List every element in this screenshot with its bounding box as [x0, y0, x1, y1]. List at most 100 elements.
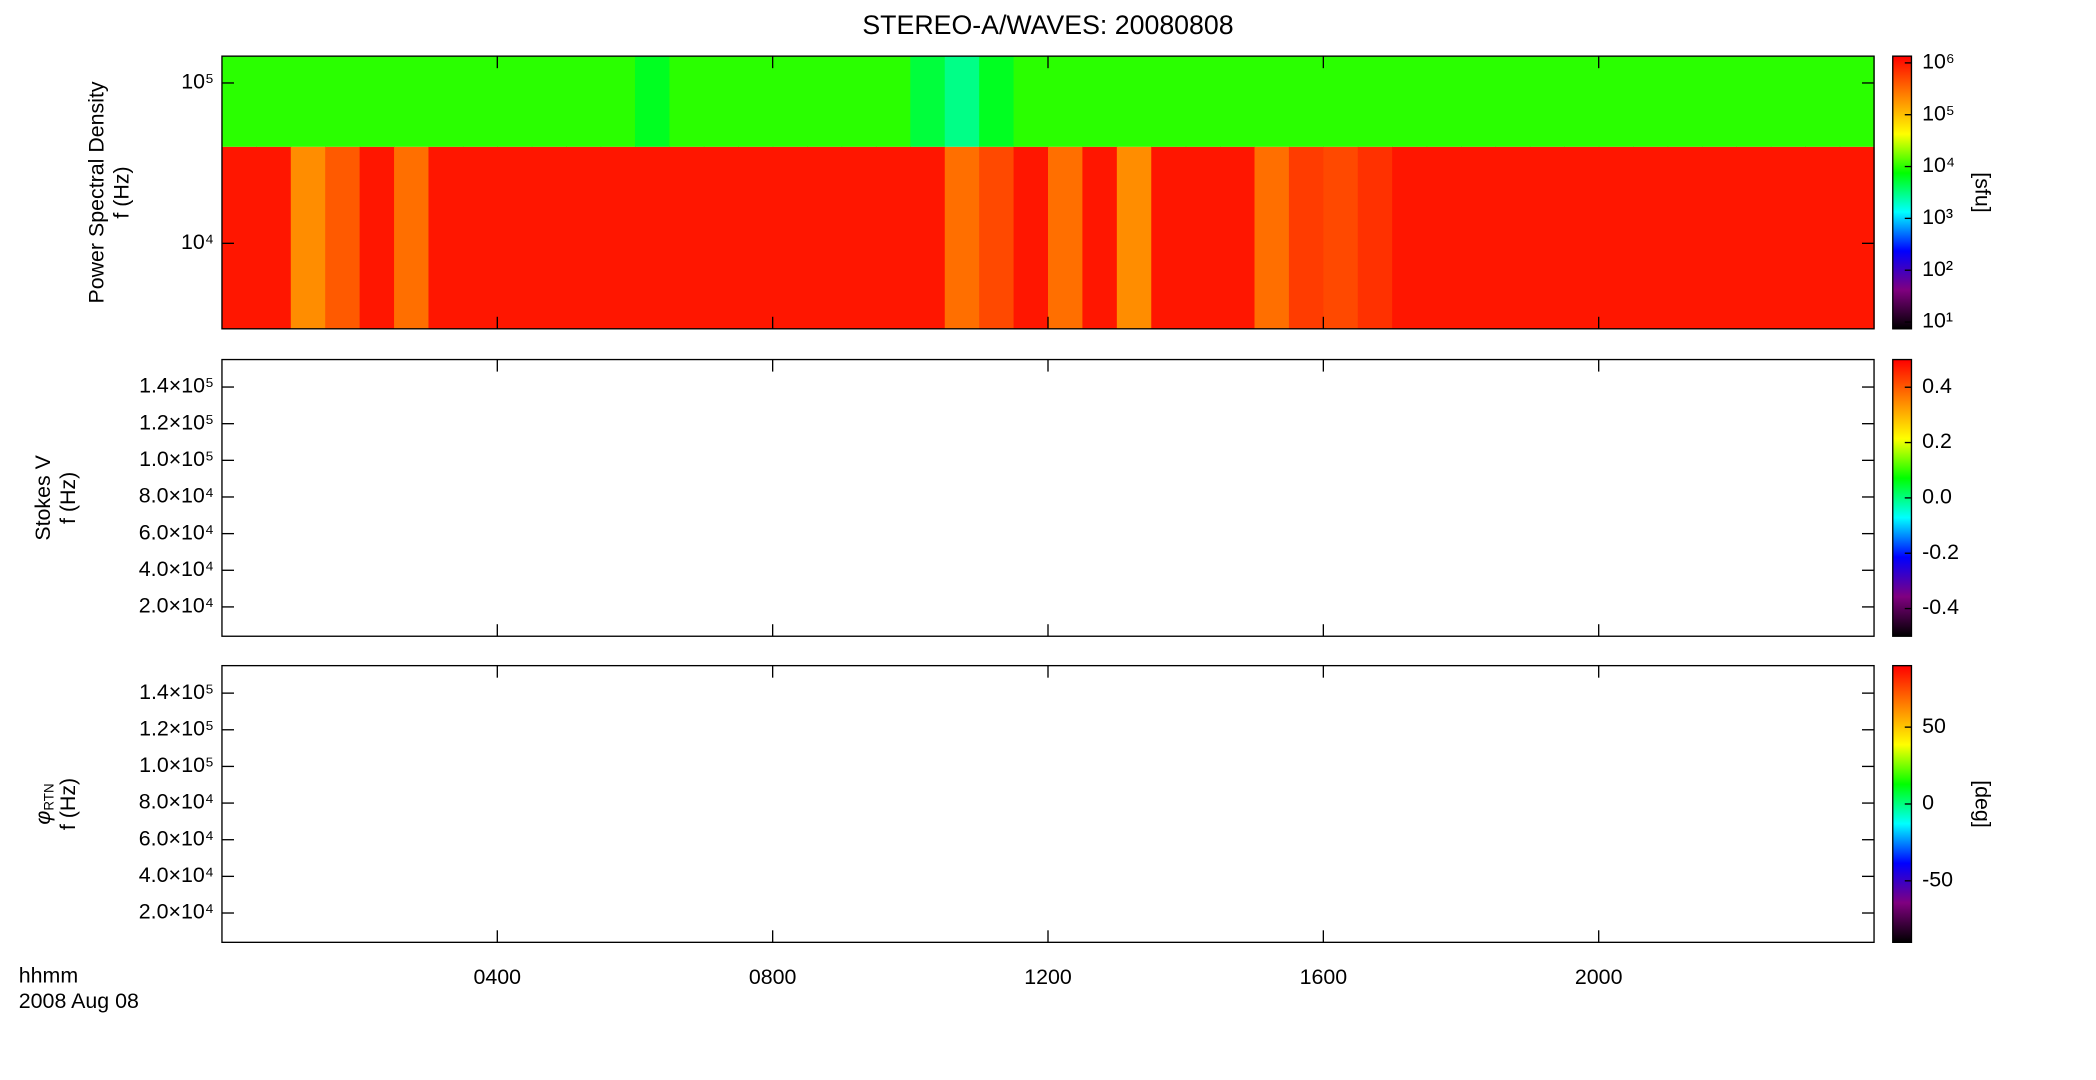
- y-axis-label: φRTN: [31, 783, 56, 824]
- heatmap-cell: [669, 146, 705, 329]
- heatmap-cell: [428, 146, 464, 329]
- x-tick-label: 2000: [1575, 965, 1623, 989]
- heatmap-cell: [1495, 146, 1531, 329]
- colorbar: [1892, 55, 1913, 330]
- x-axis-label: hhmm: [19, 964, 78, 988]
- colorbar-tick-label: 0.4: [1922, 374, 1952, 398]
- heatmap-cell: [1048, 146, 1084, 329]
- heatmap-cell: [462, 146, 498, 329]
- heatmap-cell: [1082, 146, 1118, 329]
- heatmap-cell: [1529, 146, 1565, 329]
- heatmap-cell: [1736, 56, 1772, 147]
- heatmap-cell: [738, 146, 774, 329]
- heatmap-cell: [600, 56, 636, 147]
- heatmap-cell: [634, 146, 671, 329]
- heatmap-cell: [290, 146, 326, 329]
- heatmap-cell: [325, 146, 361, 329]
- heatmap-cell: [1633, 146, 1669, 329]
- heatmap-cell: [1151, 146, 1187, 329]
- y-tick-label: 1.0×10⁵: [139, 753, 214, 777]
- heatmap-cell: [290, 56, 326, 147]
- heatmap-cell: [531, 56, 567, 147]
- heatmap-cell: [669, 56, 705, 147]
- y-tick-label: 1.2×10⁵: [139, 716, 214, 740]
- heatmap-cell: [1529, 56, 1565, 147]
- heatmap-cell: [531, 146, 567, 329]
- y-axis-unit: f (Hz): [56, 472, 80, 524]
- heatmap-cell: [1220, 146, 1256, 329]
- heatmap-cell: [325, 56, 361, 147]
- colorbar-tick-label: 0: [1922, 791, 1934, 815]
- heatmap-cell: [807, 146, 843, 329]
- heatmap-cell: [566, 56, 602, 147]
- heatmap-cell: [1392, 146, 1428, 329]
- colorbar-tick-label: 10¹: [1922, 309, 1953, 333]
- colorbar-tick-label: 10⁴: [1922, 153, 1955, 177]
- heatmap-cell: [944, 146, 980, 329]
- heatmap-cell: [1048, 56, 1084, 147]
- y-tick-label: 8.0×10⁴: [139, 790, 214, 814]
- heatmap-cell: [1770, 56, 1806, 147]
- x-tick-label: 0400: [474, 965, 522, 989]
- heatmap-cell: [221, 146, 258, 329]
- heatmap-cell: [1323, 146, 1359, 329]
- heatmap-cell: [256, 56, 292, 147]
- heatmap-cell: [497, 146, 533, 329]
- y-tick-label: 4.0×10⁴: [139, 557, 214, 581]
- heatmap-cell: [1736, 146, 1772, 329]
- heatmap-cell: [1151, 56, 1187, 147]
- colorbar-tick-label: 0.0: [1922, 485, 1952, 509]
- y-tick-label: 1.0×10⁵: [139, 447, 214, 471]
- heatmap-cell: [841, 146, 877, 329]
- heatmap-cell: [1805, 56, 1841, 147]
- heatmap-cell: [772, 146, 808, 329]
- colorbar-tick-label: -0.4: [1922, 595, 1959, 619]
- heatmap-cell: [1701, 56, 1738, 147]
- heatmap-cell: [1185, 146, 1221, 329]
- y-tick-label: 8.0×10⁴: [139, 484, 214, 508]
- colorbar-tick-label: -0.2: [1922, 540, 1959, 564]
- heatmap-cell: [1288, 56, 1325, 147]
- heatmap-cell: [634, 56, 671, 147]
- heatmap-cell: [1461, 56, 1497, 147]
- heatmap-cell: [359, 56, 395, 147]
- heatmap-cell: [875, 56, 911, 147]
- heatmap-cell: [1839, 146, 1875, 329]
- heatmap-cell: [600, 146, 636, 329]
- y-tick-label: 6.0×10⁴: [139, 826, 214, 850]
- heatmap-cell: [1564, 56, 1600, 147]
- heatmap-cell: [1013, 56, 1049, 147]
- heatmap-cell: [875, 146, 911, 329]
- heatmap-cell: [703, 146, 739, 329]
- y-tick-label: 1.2×10⁵: [139, 410, 214, 434]
- heatmap-cell: [1185, 56, 1221, 147]
- heatmap-cell: [1013, 146, 1049, 329]
- colorbar-tick-label: -50: [1922, 867, 1953, 891]
- x-tick-label: 0800: [749, 965, 797, 989]
- heatmap-cell: [1805, 146, 1841, 329]
- heatmap-cell: [807, 56, 843, 147]
- heatmap-cell: [1220, 56, 1256, 147]
- y-tick-label: 10⁴: [181, 230, 214, 254]
- colorbar-tick-label: 0.2: [1922, 429, 1952, 453]
- heatmap-cell: [944, 56, 980, 147]
- heatmap-cell: [738, 56, 774, 147]
- heatmap-cell: [979, 56, 1015, 147]
- heatmap-cell: [1701, 146, 1738, 329]
- heatmap-cell: [703, 56, 739, 147]
- y-tick-label: 4.0×10⁴: [139, 863, 214, 887]
- x-tick-label: 1600: [1300, 965, 1348, 989]
- colorbar-label: [deg]: [1970, 780, 1994, 828]
- y-axis-label: Stokes V: [31, 454, 55, 540]
- y-axis-unit: f (Hz): [110, 166, 134, 218]
- x-tick-label: 1200: [1024, 965, 1072, 989]
- plot-frame: [221, 358, 1875, 637]
- colorbar-tick-label: 10³: [1922, 205, 1953, 229]
- heatmap-cell: [497, 56, 533, 147]
- figure-title: STEREO-A/WAVES: 20080808: [862, 10, 1233, 40]
- heatmap-cell: [394, 146, 430, 329]
- colorbar-tick-label: 50: [1922, 714, 1946, 738]
- y-tick-label: 1.4×10⁵: [139, 680, 214, 704]
- heatmap-cell: [1116, 146, 1152, 329]
- heatmap-cell: [1288, 146, 1325, 329]
